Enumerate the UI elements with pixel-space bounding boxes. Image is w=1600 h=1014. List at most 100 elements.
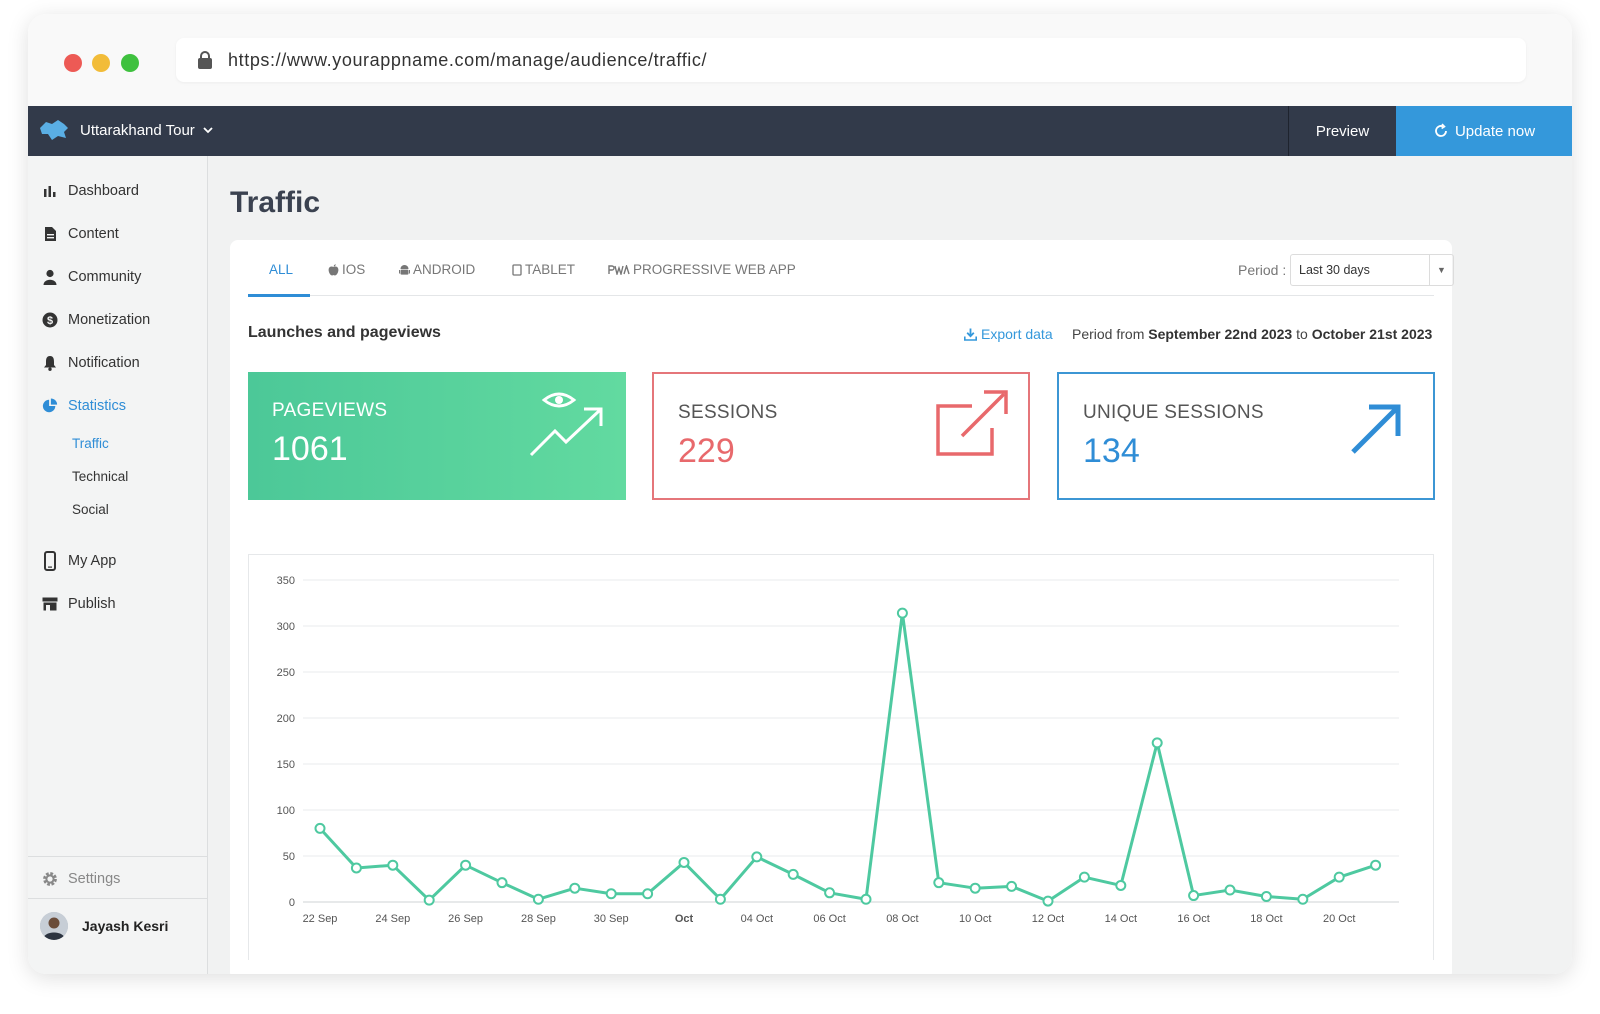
minimize-window-button[interactable] [92,54,110,72]
sidebar-item-notification[interactable]: Notification [42,352,140,374]
y-tick-label: 200 [277,713,295,725]
x-tick-label: 16 Oct [1177,913,1209,925]
project-selector[interactable]: Uttarakhand Tour [80,122,195,139]
tab-ios[interactable]: IOS [328,262,365,277]
user-profile[interactable]: Jayash Kesri [40,912,168,940]
store-icon [42,596,58,612]
sidebar-item-label: Statistics [68,398,127,414]
close-window-button[interactable] [64,54,82,72]
tab-pwa[interactable]: PROGRESSIVE WEB APP [608,262,796,277]
svg-text:$: $ [47,315,53,327]
tab-label: IOS [342,262,366,277]
url-text[interactable]: https://www.yourappname.com/manage/audie… [228,49,708,70]
address-bar[interactable]: https://www.yourappname.com/manage/audie… [176,38,1526,82]
traffic-line-chart: 350 300 250 200 150 100 50 0 22 Sep 24 Sep 26 Sep 2… [277,575,1399,925]
chevron-down-icon[interactable] [202,124,214,136]
sidebar-item-label: Settings [68,871,121,887]
sidebar-item-my-app[interactable]: My App [42,550,116,572]
x-tick-label: 22 Sep [303,913,338,925]
sidebar-item-label: My App [68,553,117,569]
traffic-chart: 350 300 250 200 150 100 50 0 22 Sep 24 Sep 26 Sep 2… [248,554,1434,960]
x-tick-label: 28 Sep [521,913,556,925]
data-point [1188,890,1200,902]
data-point [1042,895,1054,907]
sidebar-item-label: Publish [68,596,116,612]
data-point [678,856,690,868]
data-point [714,893,726,905]
section-title: Launches and pageviews [248,324,441,341]
tablet-icon [512,263,522,276]
sidebar-item-monetization[interactable]: $ Monetization [42,309,150,331]
refresh-icon [1435,123,1447,137]
maximize-window-button[interactable] [121,54,139,72]
sidebar-item-statistics[interactable]: Statistics [42,395,126,417]
lock-icon [198,51,212,69]
app-header: Uttarakhand Tour Preview Update now [28,106,1572,156]
update-now-button[interactable]: Update now [1396,106,1572,156]
period-select-value: Last 30 days [1299,263,1370,277]
avatar [40,912,68,940]
browser-titlebar: https://www.yourappname.com/manage/audie… [28,14,1572,106]
sidebar-item-settings[interactable]: Settings [42,868,120,890]
data-point [569,882,581,894]
preview-button-label: Preview [1315,122,1370,140]
sidebar-subitem-social[interactable]: Social [72,502,109,517]
tab-all[interactable]: ALL [269,262,293,277]
data-point [1151,737,1163,749]
preview-button[interactable]: Preview [1288,106,1396,156]
data-point [896,607,908,619]
sidebar-item-publish[interactable]: Publish [42,593,116,615]
bar-chart-icon [42,183,58,199]
x-tick-label: 10 Oct [959,913,991,925]
sidebar-item-label: Notification [68,355,140,371]
stat-label: UNIQUE SESSIONS [1083,402,1264,423]
stat-label: PAGEVIEWS [272,400,388,421]
data-point [605,888,617,900]
bell-icon [42,355,58,371]
series-line [318,611,1377,903]
download-icon [964,328,977,341]
sidebar-item-label: Content [68,226,119,242]
data-point [824,887,836,899]
sessions-stat-card: SESSIONS 229 [652,372,1030,500]
data-point [642,888,654,900]
sidebar-divider [28,856,208,857]
x-tick-label: 18 Oct [1250,913,1282,925]
sidebar-item-community[interactable]: Community [42,266,141,288]
data-point [1078,871,1090,883]
sidebar-subitem-technical[interactable]: Technical [72,469,129,484]
data-point [860,893,872,905]
sidebar: Dashboard Content Community $ Monetizati… [28,156,208,974]
stat-value: 229 [678,432,735,470]
period-start: September 22nd 2023 [1148,326,1293,342]
tab-label: TABLET [525,262,576,277]
platform-tabs: ALL IOS ANDROID TABLET PROGRESSIVE WEB A… [248,240,1454,297]
arrow-up-right-icon [1351,404,1401,454]
sidebar-subitem-traffic[interactable]: Traffic [72,436,109,451]
export-data-label: Export data [981,326,1053,342]
period-prefix: Period from [1072,326,1145,342]
sidebar-item-label: Community [68,269,142,285]
document-icon [42,226,58,242]
pageviews-stat-card: PAGEVIEWS 1061 [248,372,626,500]
sidebar-item-content[interactable]: Content [42,223,119,245]
period-range: Period from September 22nd 2023 to Octob… [1072,326,1432,342]
tab-label: PROGRESSIVE WEB APP [633,262,796,277]
brand-logo-icon[interactable] [38,118,70,142]
x-tick-label: 04 Oct [741,913,773,925]
data-point [787,868,799,880]
active-tab-indicator [248,294,310,297]
x-tick-label: Oct [675,913,694,925]
tab-android[interactable]: ANDROID [399,262,475,277]
caret-down-icon: ▼ [1429,255,1453,285]
data-point [532,893,544,905]
data-point [1260,890,1272,902]
tab-tablet[interactable]: TABLET [512,262,575,277]
x-tick-label: 08 Oct [886,913,918,925]
data-point [1224,884,1236,896]
data-point [423,894,435,906]
export-data-link[interactable]: Export data [964,326,1053,342]
period-select[interactable]: Last 30 days ▼ [1290,254,1454,286]
data-point [933,877,945,889]
sidebar-item-dashboard[interactable]: Dashboard [42,180,139,202]
